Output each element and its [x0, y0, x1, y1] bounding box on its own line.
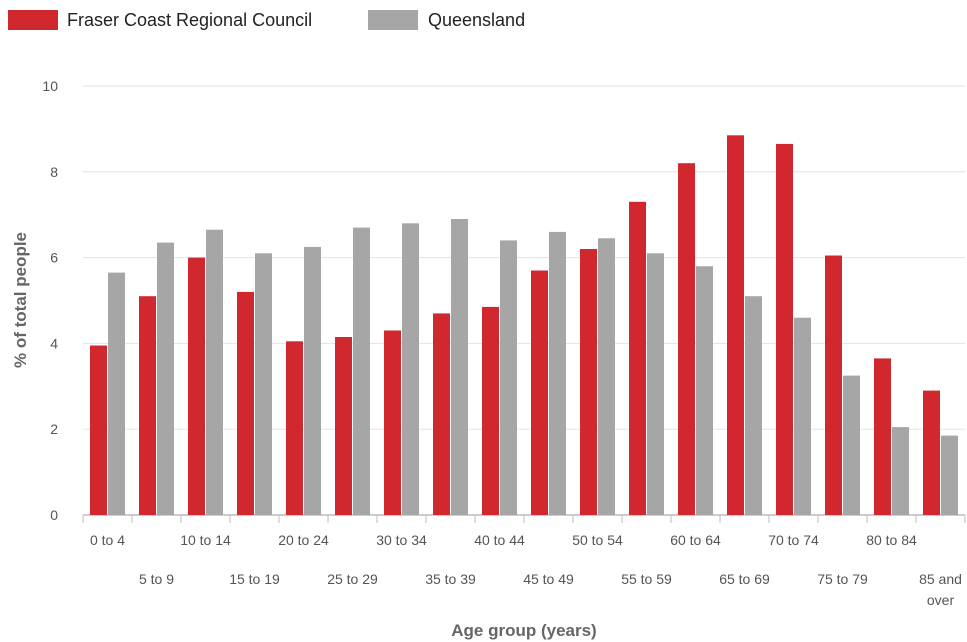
x-tick-label: 10 to 14: [180, 532, 231, 548]
x-axis: 0 to 4 5 to 9 10 to 14 15 to 19 20 to 24 25 t…: [82, 515, 966, 608]
x-tick-label: 5 to 9: [139, 571, 174, 587]
bar-queensland: [402, 223, 419, 516]
bar-queensland: [696, 266, 713, 515]
bar-fraser-coast: [825, 255, 842, 515]
bars: [90, 135, 958, 516]
x-axis-title: Age group (years): [451, 621, 596, 640]
bar-queensland: [500, 240, 517, 515]
legend-swatch-fraser-coast: [8, 10, 58, 30]
bar-fraser-coast: [335, 337, 352, 515]
x-tick-label: 55 to 59: [621, 571, 672, 587]
bar-fraser-coast: [139, 296, 156, 515]
bar-queensland: [108, 272, 125, 515]
x-tick-label: 85 and over: [919, 571, 962, 608]
y-axis-ticks: 0 2 4 6 8 10: [42, 78, 58, 523]
bar-queensland: [304, 246, 321, 515]
bar-queensland: [647, 253, 664, 516]
bar-queensland: [794, 317, 811, 515]
x-tick-label: 80 to 84: [866, 532, 917, 548]
y-tick-label: 8: [50, 164, 58, 180]
bar-queensland: [941, 435, 958, 515]
bar-queensland: [353, 227, 370, 515]
x-tick-label: 45 to 49: [523, 571, 574, 587]
bar-queensland: [598, 238, 615, 516]
x-tick-label: 65 to 69: [719, 571, 770, 587]
bar-fraser-coast: [923, 390, 940, 515]
x-tick-label: 60 to 64: [670, 532, 721, 548]
bar-queensland: [843, 375, 860, 515]
bar-fraser-coast: [237, 291, 254, 515]
x-tick-label: 40 to 44: [474, 532, 525, 548]
bar-fraser-coast: [286, 341, 303, 515]
bar-fraser-coast: [874, 358, 891, 515]
x-tick-label: 70 to 74: [768, 532, 819, 548]
bar-fraser-coast: [776, 143, 793, 515]
bar-fraser-coast: [531, 270, 548, 515]
bar-fraser-coast: [482, 306, 499, 515]
x-tick-label: 50 to 54: [572, 532, 623, 548]
y-tick-label: 0: [50, 507, 58, 523]
y-axis-title: % of total people: [11, 232, 30, 368]
bar-queensland: [892, 427, 909, 515]
bar-fraser-coast: [678, 163, 695, 515]
bar-queensland: [157, 242, 174, 515]
legend-label-queensland: Queensland: [428, 10, 525, 30]
y-tick-label: 4: [50, 335, 58, 351]
x-tick-label: 25 to 29: [327, 571, 378, 587]
bar-queensland: [255, 253, 272, 516]
x-tick-label: 20 to 24: [278, 532, 329, 548]
legend-swatch-queensland: [368, 10, 418, 30]
bar-fraser-coast: [629, 201, 646, 516]
y-tick-label: 10: [42, 78, 58, 94]
bar-fraser-coast: [433, 313, 450, 515]
bar-fraser-coast: [188, 257, 205, 515]
bar-fraser-coast: [727, 135, 744, 516]
bar-fraser-coast: [90, 345, 107, 515]
bar-fraser-coast: [580, 249, 597, 515]
legend: Fraser Coast Regional Council Queensland: [8, 10, 525, 30]
bar-queensland: [451, 219, 468, 515]
x-tick-label: 75 to 79: [817, 571, 868, 587]
x-tick-label: 15 to 19: [229, 571, 280, 587]
bar-queensland: [745, 296, 762, 515]
bar-queensland: [206, 229, 223, 515]
bar-fraser-coast: [384, 330, 401, 515]
y-tick-label: 2: [50, 421, 58, 437]
bar-queensland: [549, 231, 566, 515]
x-tick-label: 0 to 4: [90, 532, 125, 548]
x-tick-label: 30 to 34: [376, 532, 427, 548]
x-tick-label: 35 to 39: [425, 571, 476, 587]
legend-label-fraser-coast: Fraser Coast Regional Council: [67, 10, 312, 30]
y-tick-label: 6: [50, 250, 58, 266]
